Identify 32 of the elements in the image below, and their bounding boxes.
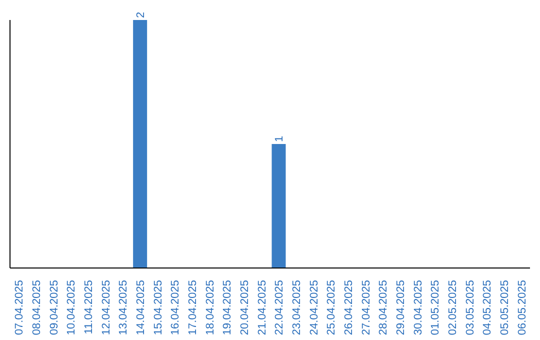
x-tick-label: 09.04.2025 <box>48 280 60 336</box>
x-tick-label: 25.04.2025 <box>326 280 338 336</box>
x-tick-label: 02.05.2025 <box>447 280 459 336</box>
x-tick-label: 20.04.2025 <box>239 280 251 336</box>
x-tick-label: 11.04.2025 <box>83 280 95 334</box>
x-tick-label: 12.04.2025 <box>100 280 112 336</box>
x-tick-label: 15.04.2025 <box>152 280 164 336</box>
x-tick-label: 13.04.2025 <box>118 280 130 336</box>
x-tick-label: 14.04.2025 <box>135 280 147 336</box>
x-tick-label: 03.05.2025 <box>464 280 476 336</box>
data-label: 2 <box>135 12 148 18</box>
x-tick-label: 29.04.2025 <box>395 280 407 336</box>
data-label: 1 <box>274 136 286 142</box>
x-tick-label: 16.04.2025 <box>170 280 182 336</box>
x-tick-label: 19.04.2025 <box>222 280 234 336</box>
x-tick-label: 22.04.2025 <box>274 280 286 336</box>
x-tick-label: 06.05.2025 <box>516 280 528 336</box>
x-tick-label: 17.04.2025 <box>187 280 199 336</box>
x-tick-label: 01.05.2025 <box>430 280 442 336</box>
x-tick-label: 21.04.2025 <box>256 280 268 336</box>
x-tick-label: 07.04.2025 <box>14 280 26 336</box>
x-tick-label: 23.04.2025 <box>291 280 303 336</box>
x-tick-label: 28.04.2025 <box>378 280 390 336</box>
x-tick-label: 05.05.2025 <box>499 280 511 336</box>
x-tick-label: 08.04.2025 <box>31 280 43 336</box>
x-tick-label: 18.04.2025 <box>204 280 216 336</box>
x-tick-label: 27.04.2025 <box>360 280 372 336</box>
x-tick-label: 04.05.2025 <box>482 280 494 336</box>
x-tick-label: 30.04.2025 <box>412 280 424 336</box>
x-tick-label: 26.04.2025 <box>343 280 355 336</box>
x-tick-label: 24.04.2025 <box>308 280 320 336</box>
x-tick-label: 10.04.2025 <box>66 280 78 336</box>
